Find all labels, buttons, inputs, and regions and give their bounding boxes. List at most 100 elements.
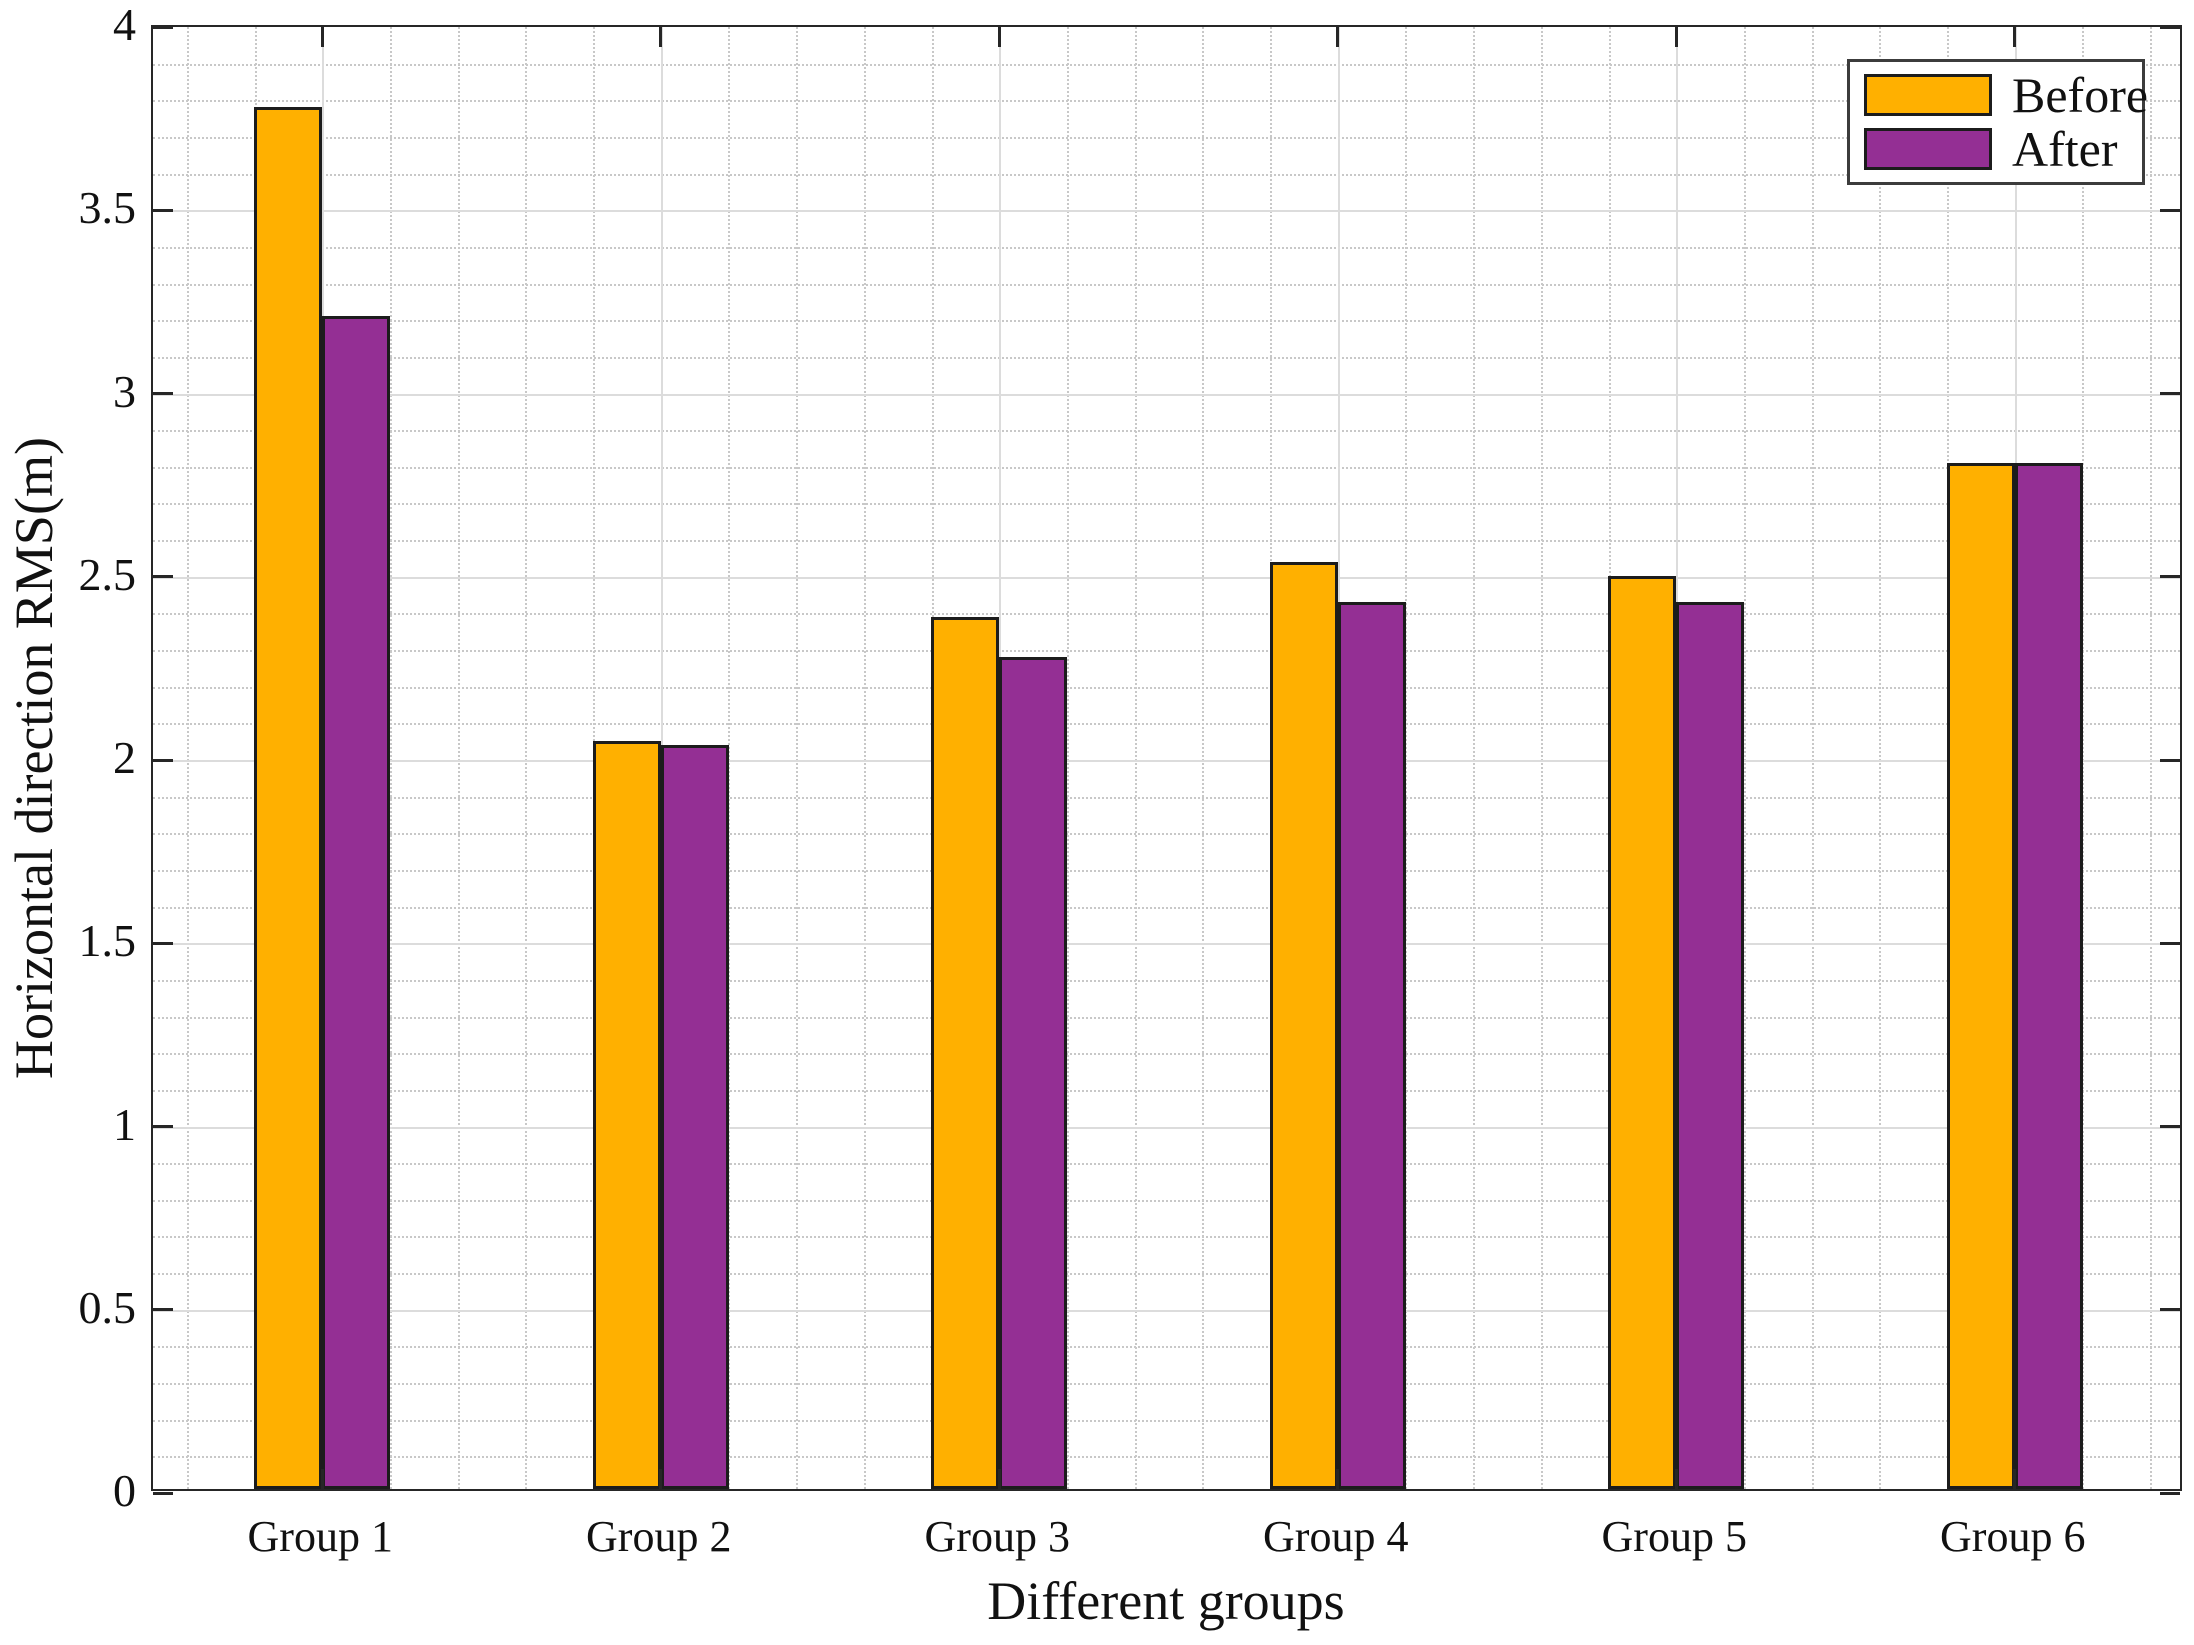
legend-label-before: Before (2012, 67, 2149, 123)
y-tick-label: 2 (113, 732, 136, 783)
x-tick-label: Group 6 (1940, 1512, 2086, 1561)
y-tick-label: 3.5 (78, 182, 137, 234)
legend-item-after: After (1864, 124, 2132, 174)
minor-h-gridline (153, 1199, 2180, 1202)
x-tick-bottom (1674, 1469, 1678, 1489)
x-tick-bottom (997, 1469, 1001, 1489)
bar-before-3 (931, 616, 1000, 1489)
bar-before-4 (1269, 561, 1338, 1489)
minor-h-gridline (153, 1016, 2180, 1019)
y-tick-left (153, 1491, 173, 1495)
y-tick-label: 4 (113, 0, 136, 50)
minor-h-gridline (153, 1419, 2180, 1422)
x-tick-top (1336, 27, 1340, 47)
minor-h-gridline (153, 869, 2180, 872)
y-tick-right (2160, 25, 2180, 29)
x-tick-label: Group 5 (1601, 1512, 1747, 1561)
minor-h-gridline (153, 100, 2180, 103)
minor-h-gridline (153, 466, 2180, 469)
minor-h-gridline (153, 833, 2180, 836)
x-tick-top (997, 27, 1001, 47)
legend-item-before: Before (1864, 70, 2148, 120)
minor-v-gridline (796, 27, 799, 1489)
minor-h-gridline (153, 173, 2180, 176)
legend-swatch-before (1864, 74, 1992, 116)
x-tick-bottom (2013, 1469, 2017, 1489)
y-tick-right (2160, 392, 2180, 395)
legend-label-after: After (2012, 121, 2118, 177)
y-tick-right (2160, 208, 2180, 212)
minor-v-gridline (1473, 27, 1476, 1489)
y-tick-right (2160, 1125, 2180, 1128)
y-tick-label: 1 (113, 1098, 136, 1150)
y-tick-left (153, 1308, 173, 1312)
bar-after-3 (999, 657, 1068, 1489)
bar-before-6 (1946, 462, 2015, 1489)
minor-v-gridline (1743, 27, 1746, 1489)
major-h-gridline (153, 210, 2180, 213)
y-tick-label: 0 (113, 1465, 136, 1516)
minor-h-gridline (153, 356, 2180, 359)
minor-h-gridline (153, 650, 2180, 653)
y-tick-left (153, 208, 173, 212)
minor-v-gridline (1879, 27, 1882, 1489)
minor-v-gridline (2082, 27, 2085, 1489)
minor-h-gridline (153, 540, 2180, 543)
minor-v-gridline (1066, 27, 1069, 1489)
x-tick-top (659, 27, 663, 47)
y-tick-label: 2.5 (78, 548, 137, 600)
minor-h-gridline (153, 246, 2180, 249)
minor-h-gridline (153, 1273, 2180, 1276)
minor-h-gridline (153, 613, 2180, 616)
minor-h-gridline (153, 503, 2180, 506)
plot-area (151, 25, 2182, 1495)
minor-v-gridline (2150, 27, 2153, 1489)
minor-v-gridline (457, 27, 460, 1489)
minor-v-gridline (186, 27, 189, 1489)
x-tick-top (2013, 27, 2017, 47)
minor-h-gridline (153, 1383, 2180, 1386)
y-tick-left (153, 1125, 173, 1128)
minor-h-gridline (153, 1089, 2180, 1092)
bar-before-2 (592, 741, 661, 1489)
minor-h-gridline (153, 136, 2180, 139)
minor-h-gridline (153, 1053, 2180, 1056)
minor-v-gridline (1134, 27, 1137, 1489)
major-h-gridline (153, 576, 2180, 579)
bar-after-5 (1676, 602, 1745, 1489)
y-tick-label: 1.5 (78, 915, 137, 967)
minor-v-gridline (389, 27, 392, 1489)
y-tick-left (153, 392, 173, 395)
minor-h-gridline (153, 283, 2180, 286)
x-tick-label: Group 2 (586, 1512, 732, 1561)
bar-after-2 (660, 745, 729, 1489)
minor-h-gridline (153, 906, 2180, 909)
minor-v-gridline (525, 27, 528, 1489)
minor-v-gridline (1811, 27, 1814, 1489)
legend: Before After (1847, 59, 2148, 185)
minor-h-gridline (153, 1346, 2180, 1349)
x-tick-top (1674, 27, 1678, 47)
x-tick-label: Group 4 (1263, 1512, 1409, 1561)
major-h-gridline (153, 943, 2180, 946)
x-tick-bottom (659, 1469, 663, 1489)
minor-h-gridline (153, 686, 2180, 689)
minor-h-gridline (153, 430, 2180, 433)
major-h-gridline (153, 760, 2180, 762)
bar-after-1 (322, 316, 391, 1489)
x-axis-label: Different groups (987, 1571, 1345, 1631)
x-tick-label: Group 1 (247, 1512, 393, 1561)
minor-h-gridline (153, 1456, 2180, 1459)
y-tick-label: 3 (113, 365, 136, 417)
x-tick-top (320, 27, 324, 47)
minor-h-gridline (153, 320, 2180, 323)
y-tick-left (153, 941, 173, 945)
minor-h-gridline (153, 979, 2180, 982)
y-tick-left (153, 25, 173, 29)
minor-v-gridline (728, 27, 731, 1489)
bar-after-6 (2014, 462, 2083, 1489)
bar-after-4 (1337, 602, 1406, 1489)
minor-v-gridline (1405, 27, 1408, 1489)
y-tick-right (2160, 758, 2180, 762)
y-tick-left (153, 575, 173, 579)
